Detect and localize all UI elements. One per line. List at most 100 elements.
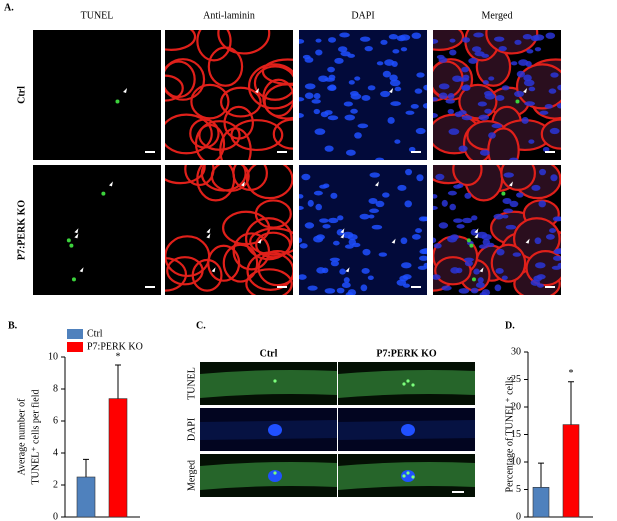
micrograph xyxy=(33,165,161,295)
column-header: TUNEL xyxy=(81,10,114,21)
nucleus xyxy=(433,205,438,211)
nucleus xyxy=(382,192,390,198)
nucleus xyxy=(400,47,408,52)
nucleus xyxy=(380,90,390,98)
nucleus xyxy=(525,61,532,67)
arrowhead xyxy=(206,228,211,234)
tunel-dot xyxy=(115,99,120,104)
nucleus xyxy=(523,79,535,87)
fiber-band xyxy=(200,370,337,398)
nucleus xyxy=(447,190,457,196)
nucleus xyxy=(495,268,504,274)
micrograph xyxy=(165,30,293,160)
nucleus xyxy=(503,208,514,214)
row-label: DAPI xyxy=(186,418,197,441)
significance-mark: * xyxy=(116,351,121,362)
nucleus xyxy=(394,86,402,92)
nucleus xyxy=(462,217,473,224)
micrograph xyxy=(433,165,561,295)
nucleus xyxy=(488,132,496,139)
y-tick-label: 2 xyxy=(53,479,58,490)
nucleus xyxy=(299,274,307,280)
fiber-outline xyxy=(247,63,293,110)
arrowhead xyxy=(345,267,350,273)
nucleus xyxy=(411,234,421,240)
nucleus xyxy=(357,123,369,129)
nucleus xyxy=(462,37,471,43)
nucleus xyxy=(330,260,339,267)
y-tick-label: 30 xyxy=(511,346,521,357)
arrowhead xyxy=(240,181,245,187)
micrograph-content xyxy=(433,165,561,295)
nucleus xyxy=(342,231,354,239)
nucleus xyxy=(456,267,463,274)
nucleus xyxy=(494,284,502,292)
nucleus xyxy=(435,173,445,181)
nucleus xyxy=(423,262,427,268)
nucleus xyxy=(461,115,473,121)
legend-label: Ctrl xyxy=(87,328,103,339)
nucleus xyxy=(441,285,452,291)
nucleus xyxy=(464,192,472,199)
y-axis-label: Percentage of TUNEL⁺ cells xyxy=(504,376,515,492)
nucleus xyxy=(549,228,557,233)
nucleus xyxy=(456,224,465,229)
nucleus xyxy=(391,61,398,67)
nucleus xyxy=(304,92,314,99)
nucleus xyxy=(550,72,559,78)
nucleus xyxy=(509,157,519,160)
micrograph xyxy=(433,30,561,160)
nucleus xyxy=(548,88,557,94)
nucleus xyxy=(344,114,356,121)
tunel-dot xyxy=(411,475,415,479)
arrowhead xyxy=(508,181,513,187)
tunel-dot xyxy=(71,277,76,282)
nucleus xyxy=(396,279,407,286)
row-label: Merged xyxy=(186,460,197,491)
nucleus xyxy=(438,83,450,90)
nucleus xyxy=(359,213,370,220)
nucleus xyxy=(304,222,315,229)
nucleus xyxy=(388,34,399,40)
nucleus xyxy=(378,252,388,257)
nucleus xyxy=(350,108,358,114)
nucleus xyxy=(557,84,561,91)
nucleus xyxy=(348,238,356,246)
y-tick-label: 6 xyxy=(53,415,58,426)
nucleus xyxy=(299,97,305,102)
nucleus xyxy=(314,128,326,135)
y-tick-label: 15 xyxy=(511,429,521,440)
arrowhead xyxy=(79,267,84,273)
nucleus xyxy=(405,110,415,115)
nucleus xyxy=(433,237,437,243)
nucleus xyxy=(341,282,351,289)
fiber-outline xyxy=(540,118,561,150)
arrowhead xyxy=(391,238,396,244)
nucleus xyxy=(367,275,374,281)
fiber-band xyxy=(338,370,475,398)
fiber-outline xyxy=(232,165,268,191)
nucleus xyxy=(313,93,321,100)
nucleus xyxy=(433,274,441,280)
nucleus xyxy=(361,268,370,274)
nucleus xyxy=(328,37,337,43)
error-bar xyxy=(115,364,121,399)
fiber-outline xyxy=(249,227,293,256)
nucleus xyxy=(327,115,339,121)
nucleus xyxy=(328,217,339,224)
nucleus xyxy=(509,200,519,208)
nucleus xyxy=(464,260,473,267)
nucleus xyxy=(445,99,455,104)
nucleus xyxy=(450,234,459,240)
nucleus xyxy=(389,79,401,87)
nucleus xyxy=(557,262,561,268)
nucleus xyxy=(522,34,533,40)
arrowhead xyxy=(523,88,528,93)
legend-swatch xyxy=(67,329,83,339)
micrograph-content xyxy=(165,30,293,160)
nucleus xyxy=(401,424,415,436)
nucleus xyxy=(268,424,282,436)
nucleus xyxy=(405,168,413,176)
micrograph-content xyxy=(433,30,561,160)
